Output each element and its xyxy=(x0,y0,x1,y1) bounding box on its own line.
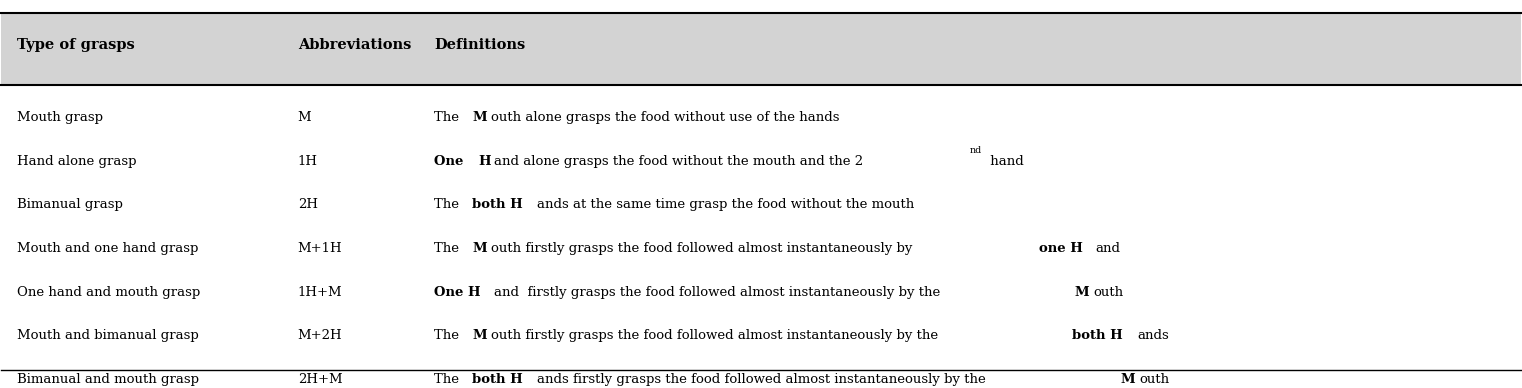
Text: M+2H: M+2H xyxy=(298,329,342,343)
Text: 1H+M: 1H+M xyxy=(298,286,342,299)
Text: The: The xyxy=(434,242,464,255)
Text: M: M xyxy=(1120,373,1135,386)
Text: outh firstly grasps the food followed almost instantaneously by the: outh firstly grasps the food followed al… xyxy=(492,329,942,343)
Text: both H: both H xyxy=(472,373,522,386)
Text: Hand alone grasp: Hand alone grasp xyxy=(17,154,135,168)
Text: and alone grasps the food without the mouth and the 2: and alone grasps the food without the mo… xyxy=(495,154,863,168)
Text: One H: One H xyxy=(434,286,481,299)
Text: The: The xyxy=(434,111,464,124)
Text: Definitions: Definitions xyxy=(434,38,525,52)
Text: Mouth grasp: Mouth grasp xyxy=(17,111,102,124)
Text: M: M xyxy=(472,329,487,343)
Text: ands firstly grasps the food followed almost instantaneously by the: ands firstly grasps the food followed al… xyxy=(537,373,991,386)
Text: One: One xyxy=(434,154,469,168)
Text: one H: one H xyxy=(1040,242,1084,255)
Text: both H: both H xyxy=(472,198,522,211)
Text: nd: nd xyxy=(970,146,982,155)
Text: M: M xyxy=(1075,286,1090,299)
Text: ands at the same time grasp the food without the mouth: ands at the same time grasp the food wit… xyxy=(537,198,915,211)
Text: both H: both H xyxy=(1071,329,1123,343)
Text: and: and xyxy=(1096,242,1120,255)
Text: M+1H: M+1H xyxy=(298,242,342,255)
Text: 2H: 2H xyxy=(298,198,318,211)
Text: M: M xyxy=(472,242,487,255)
Text: 1H: 1H xyxy=(298,154,318,168)
Text: Bimanual grasp: Bimanual grasp xyxy=(17,198,122,211)
Text: Abbreviations: Abbreviations xyxy=(298,38,411,52)
Text: One hand and mouth grasp: One hand and mouth grasp xyxy=(17,286,199,299)
Text: M: M xyxy=(472,111,487,124)
Text: Mouth and one hand grasp: Mouth and one hand grasp xyxy=(17,242,198,255)
Text: and  firstly grasps the food followed almost instantaneously by the: and firstly grasps the food followed alm… xyxy=(495,286,945,299)
Text: The: The xyxy=(434,198,464,211)
Text: 2H+M: 2H+M xyxy=(298,373,342,386)
Text: The: The xyxy=(434,373,464,386)
Text: outh: outh xyxy=(1140,373,1170,386)
Text: outh: outh xyxy=(1093,286,1123,299)
Text: Mouth and bimanual grasp: Mouth and bimanual grasp xyxy=(17,329,198,343)
Text: Bimanual and mouth grasp: Bimanual and mouth grasp xyxy=(17,373,198,386)
Text: M: M xyxy=(298,111,312,124)
Text: The: The xyxy=(434,329,464,343)
Text: hand: hand xyxy=(986,154,1023,168)
Text: Type of grasps: Type of grasps xyxy=(17,38,134,52)
Text: outh alone grasps the food without use of the hands: outh alone grasps the food without use o… xyxy=(492,111,839,124)
Text: ands: ands xyxy=(1137,329,1169,343)
Bar xyxy=(2,13,1520,85)
Text: H: H xyxy=(478,154,490,168)
Text: outh firstly grasps the food followed almost instantaneously by: outh firstly grasps the food followed al… xyxy=(492,242,916,255)
